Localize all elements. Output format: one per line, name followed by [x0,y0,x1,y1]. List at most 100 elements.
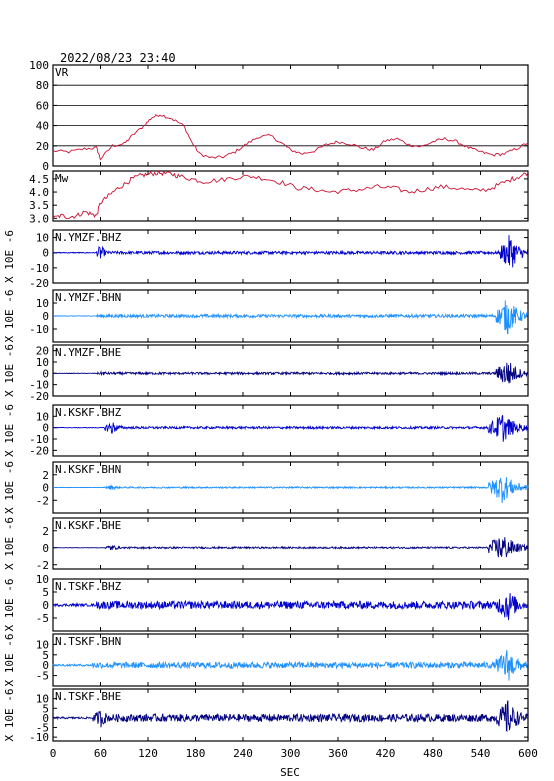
y-tick-label: 3.5 [29,199,49,212]
panel-frame [52,517,529,570]
y-tick-label: 0 [42,659,49,672]
y-axis-unit: X 10E -6 [3,689,16,742]
y-tick-label: 20 [36,345,49,358]
panel-n-kskf-bhn: 20-2 N.KSKF.BHN X 10E -6 [3,461,529,514]
panel-title: N.KSKF.BHN [55,463,121,476]
y-tick-label: 40 [36,120,49,133]
panel-frame [52,229,529,284]
y-tick-label: 0 [42,247,49,260]
y-tick-label: 0 [42,310,49,323]
y-axis-unit: X 10E -6 [3,634,16,687]
panel-n-ymzf-bhz: 10 0 -10 -20 N.YMZF.BHZ X 10E -6 [3,229,529,290]
y-tick-label: 10 [36,573,49,586]
y-tick-label: -5 [36,612,49,625]
y-tick-label: -20 [29,277,49,290]
series-line [52,477,529,504]
series-line [52,114,529,161]
y-axis-unit: X 10E -6 [3,579,16,632]
y-tick-label: 20 [36,140,49,153]
y-axis-unit: X 10E -6 [3,404,16,457]
panel-title: Mw [55,172,69,185]
y-tick-label: 0 [42,160,49,173]
x-tick-label: 360 [328,747,348,760]
y-tick-label: -20 [29,444,49,457]
x-tick-label: 300 [281,747,301,760]
y-tick-label: 80 [36,79,49,92]
panel-title: N.TSKF.BHE [55,690,121,703]
y-axis-unit: X 10E -6 [3,290,16,343]
x-tick-label: 120 [138,747,158,760]
panel-title: N.YMZF.BHZ [55,231,122,244]
panel-frame [52,170,529,222]
panel-title: N.TSKF.BHZ [55,580,122,593]
series-line [52,362,529,384]
y-tick-label: 4.0 [29,186,49,199]
panel-frame [52,688,529,742]
y-tick-label: -10 [29,323,49,336]
panel-title: N.KSKF.BHE [55,519,121,532]
panel-frame [52,64,529,167]
y-tick-label: 10 [36,693,49,706]
y-tick-label: 0 [42,482,49,495]
panel-mw: 3.03.54.04.5 Mw [29,169,529,225]
panel-n-kskf-bhe: 2 0 -2 N.KSKF.BHE X 10E -6 [3,517,529,572]
x-axis: 0 60 120 180 240 300 360 420 480 540 600 [50,747,538,760]
y-tick-label: 2 [42,469,49,482]
x-tick-label: 600 [518,747,538,760]
y-tick-label: 0 [42,422,49,435]
series-line [52,700,529,733]
y-tick-label: -10 [29,731,49,744]
y-tick-label: 2 [42,525,49,538]
panel-title: N.TSKF.BHN [55,635,121,648]
series-line [52,537,529,558]
series-line [52,415,529,442]
x-tick-label: 420 [376,747,396,760]
x-tick-label: 180 [186,747,206,760]
panel-n-kskf-bhz: 100-10-20 N.KSKF.BHZ X 10E -6 [3,404,529,457]
y-tick-label: 10 [36,356,49,369]
y-tick-label: 0 [42,599,49,612]
y-tick-label: 10 [36,297,49,310]
panel-frame [52,633,529,687]
y-tick-label: 4.5 [29,173,49,186]
y-tick-label: 3.0 [29,212,49,225]
y-axis-unit: X 10E -6 [3,461,16,514]
panel-title: N.YMZF.BHE [55,346,121,359]
y-axis-unit: X 10E -6 [3,517,16,570]
y-tick-label: 0 [42,542,49,555]
y-tick-label: -10 [29,379,49,392]
y-tick-label: -10 [29,262,49,275]
x-tick-label: 540 [471,747,491,760]
y-tick-label: -20 [29,390,49,403]
y-tick-label: 10 [36,638,49,651]
x-tick-label: 480 [423,747,443,760]
y-axis-unit: X 10E -6 [3,344,16,397]
panel-title: VR [55,66,69,79]
x-tick-label: 0 [50,747,57,760]
panel-title: N.YMZF.BHN [55,291,121,304]
y-tick-label: -5 [36,722,49,735]
y-tick-label: 5 [42,586,49,599]
series-line [53,300,529,335]
y-tick-label: 60 [36,99,49,112]
x-tick-label: 60 [94,747,107,760]
header-timestamp: 2022/08/23 23:40 [60,51,176,65]
series-line [52,592,529,621]
y-tick-label: -2 [36,559,49,572]
y-tick-label: 10 [36,410,49,423]
series-line [52,169,529,220]
y-tick-label: -10 [29,433,49,446]
y-tick-label: 0 [42,712,49,725]
y-tick-label: 5 [42,702,49,715]
x-tick-label: 240 [233,747,253,760]
y-tick-label: 100 [29,59,49,72]
panel-title: N.KSKF.BHZ [55,406,122,419]
y-tick-label: 0 [42,367,49,380]
y-tick-label: 5 [42,649,49,662]
